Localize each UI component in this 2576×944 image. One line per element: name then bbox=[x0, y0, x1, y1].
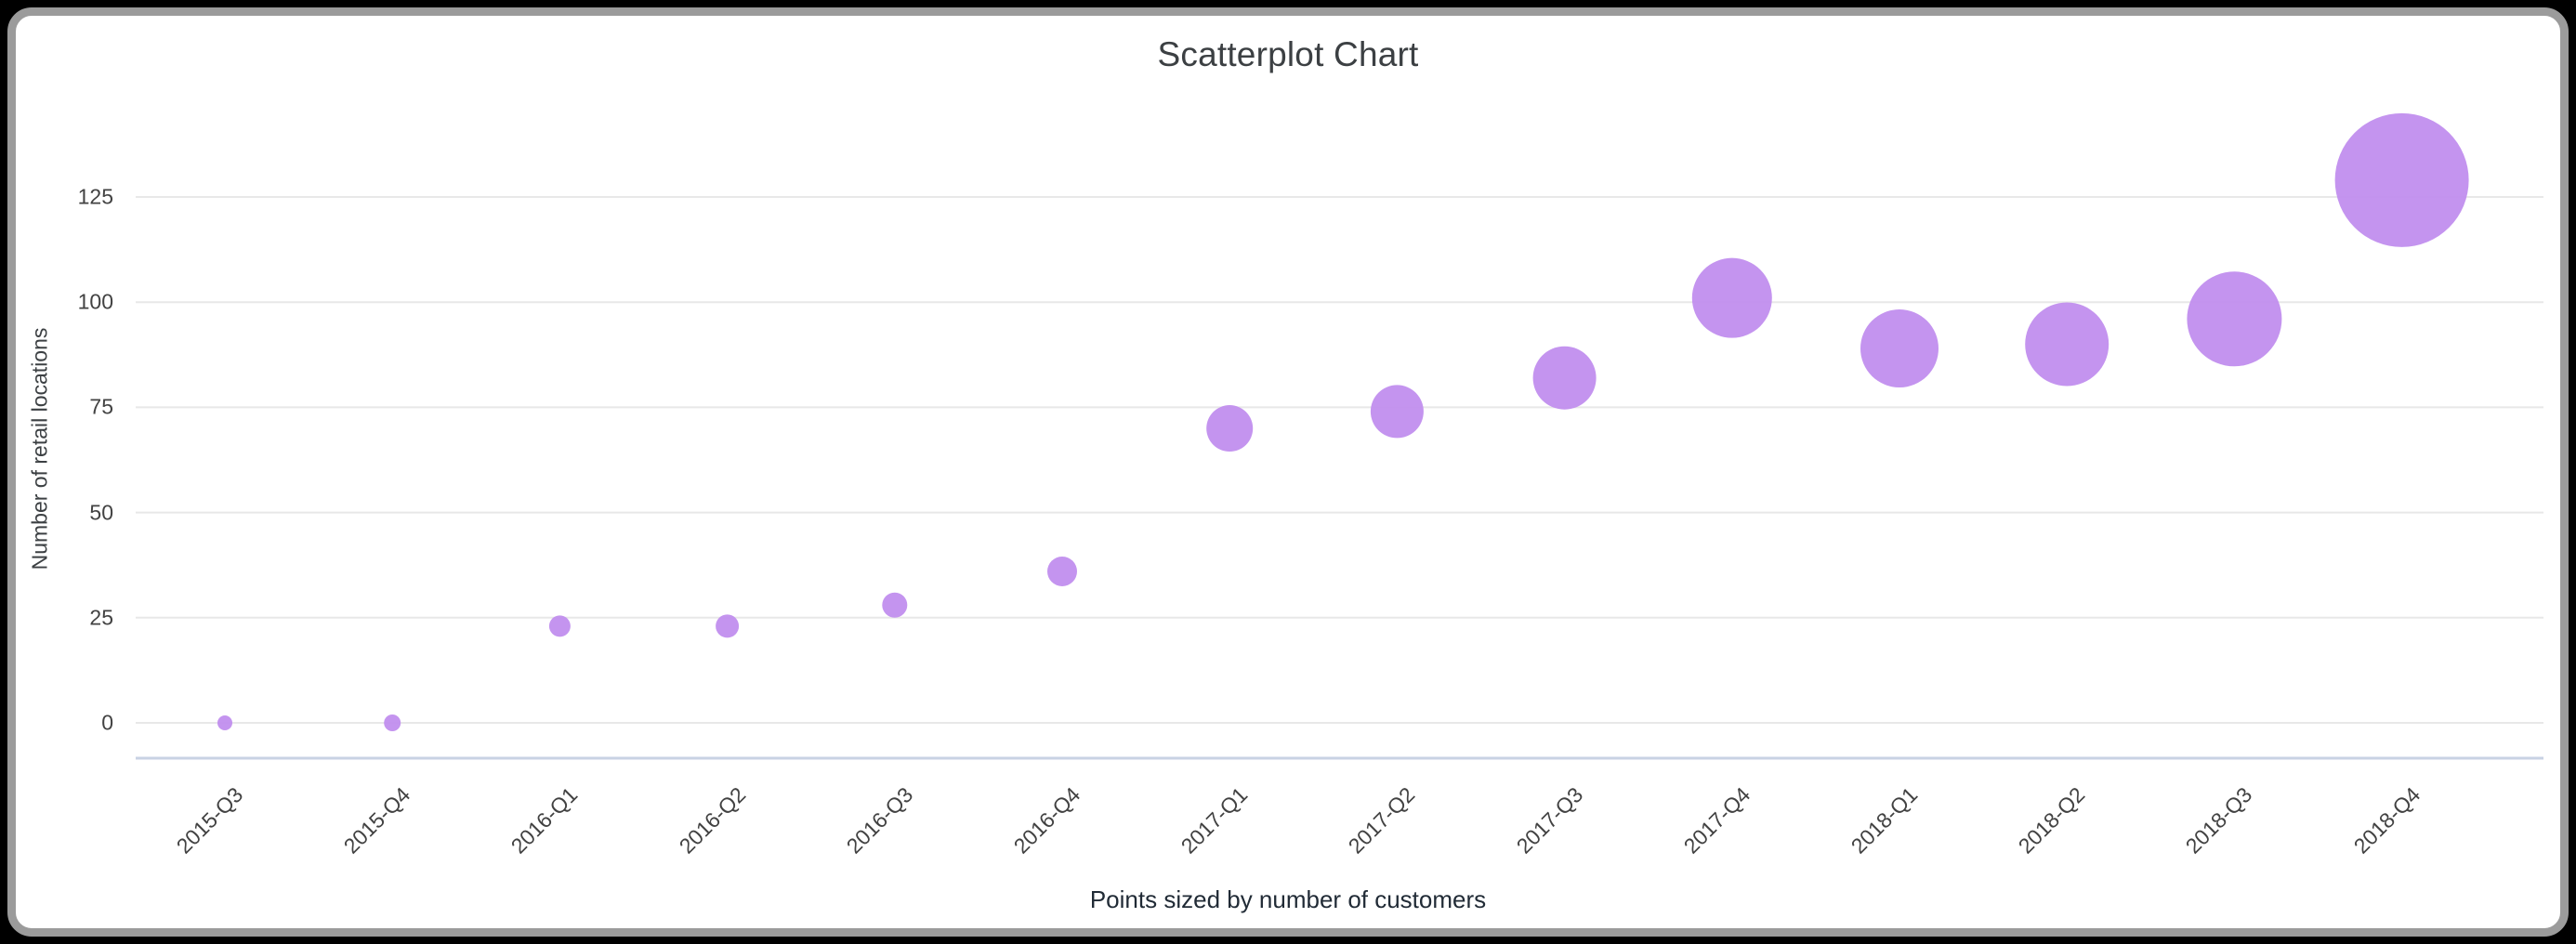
y-tick-label: 125 bbox=[77, 184, 113, 209]
data-point[interactable] bbox=[716, 614, 740, 638]
data-point[interactable] bbox=[1691, 257, 1772, 338]
data-point[interactable] bbox=[2187, 271, 2282, 367]
y-tick-label: 100 bbox=[77, 289, 113, 314]
data-point[interactable] bbox=[882, 592, 908, 618]
chart-card bbox=[7, 7, 2569, 937]
data-point[interactable] bbox=[548, 615, 571, 637]
data-point[interactable] bbox=[1370, 385, 1424, 439]
data-point[interactable] bbox=[1206, 405, 1254, 452]
chart-caption: Points sized by number of customers bbox=[1089, 885, 1487, 913]
y-tick-label: 50 bbox=[89, 500, 113, 525]
data-point[interactable] bbox=[384, 715, 401, 731]
data-point[interactable] bbox=[217, 715, 232, 730]
y-axis-title: Number of retail locations bbox=[27, 327, 52, 570]
chart-title: Scatterplot Chart bbox=[1157, 35, 1419, 73]
y-tick-label: 75 bbox=[89, 394, 113, 419]
data-point[interactable] bbox=[1532, 346, 1597, 410]
y-tick-label: 25 bbox=[89, 605, 113, 630]
data-point[interactable] bbox=[2025, 302, 2109, 387]
data-point[interactable] bbox=[2334, 112, 2469, 247]
data-point[interactable] bbox=[1047, 556, 1077, 586]
data-point[interactable] bbox=[1860, 309, 1939, 388]
y-tick-label: 0 bbox=[101, 710, 113, 735]
